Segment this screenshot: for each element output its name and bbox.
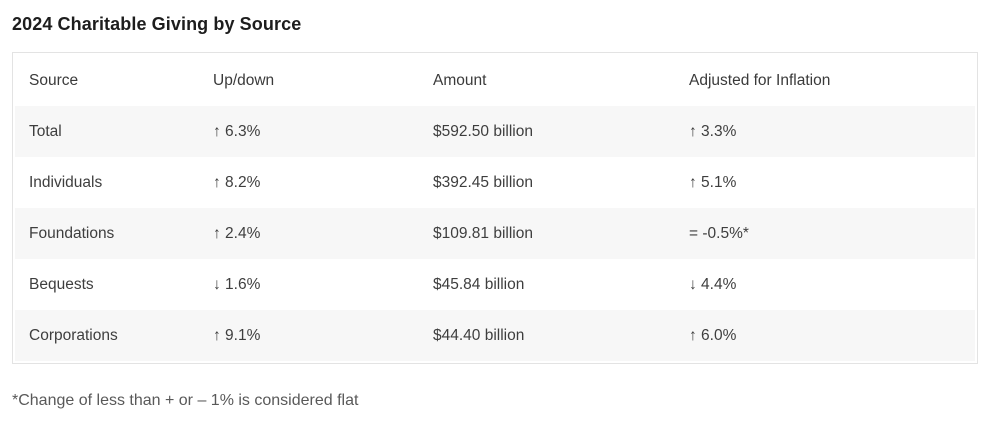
- table-row-bequests: Bequests ↓ 1.6% $45.84 billion ↓ 4.4%: [15, 259, 975, 310]
- cell-adjusted: ↓ 4.4%: [689, 275, 737, 293]
- cell-source: Total: [29, 122, 62, 140]
- cell-amount: $392.45 billion: [433, 173, 533, 191]
- column-header-amount: Amount: [433, 71, 487, 89]
- cell-amount: $44.40 billion: [433, 326, 525, 344]
- cell-adjusted: ↑ 5.1%: [689, 173, 737, 191]
- table-footnote: *Change of less than + or – 1% is consid…: [12, 392, 359, 409]
- column-header-updown: Up/down: [213, 71, 275, 89]
- table-row-foundations: Foundations ↑ 2.4% $109.81 billion = -0.…: [15, 208, 975, 259]
- cell-amount: $45.84 billion: [433, 275, 525, 293]
- cell-updown: ↓ 1.6%: [213, 275, 261, 293]
- table-row-individuals: Individuals ↑ 8.2% $392.45 billion ↑ 5.1…: [15, 157, 975, 208]
- table-header-row: Source Up/down Amount Adjusted for Infla…: [15, 55, 975, 106]
- charitable-giving-table: Source Up/down Amount Adjusted for Infla…: [12, 52, 978, 364]
- cell-source: Foundations: [29, 224, 115, 242]
- cell-amount: $592.50 billion: [433, 122, 533, 140]
- cell-source: Bequests: [29, 275, 94, 293]
- cell-amount: $109.81 billion: [433, 224, 533, 242]
- cell-updown: ↑ 6.3%: [213, 122, 261, 140]
- cell-updown: ↑ 2.4%: [213, 224, 261, 242]
- column-header-source: Source: [29, 71, 79, 89]
- cell-adjusted: = -0.5%*: [689, 224, 749, 242]
- table-row-total: Total ↑ 6.3% $592.50 billion ↑ 3.3%: [15, 106, 975, 157]
- cell-updown: ↑ 9.1%: [213, 326, 261, 344]
- column-header-adjusted: Adjusted for Inflation: [689, 71, 831, 89]
- cell-source: Corporations: [29, 326, 118, 344]
- page-title: 2024 Charitable Giving by Source: [12, 14, 302, 34]
- cell-source: Individuals: [29, 173, 103, 191]
- cell-adjusted: ↑ 3.3%: [689, 122, 737, 140]
- table-row-corporations: Corporations ↑ 9.1% $44.40 billion ↑ 6.0…: [15, 310, 975, 361]
- cell-adjusted: ↑ 6.0%: [689, 326, 737, 344]
- cell-updown: ↑ 8.2%: [213, 173, 261, 191]
